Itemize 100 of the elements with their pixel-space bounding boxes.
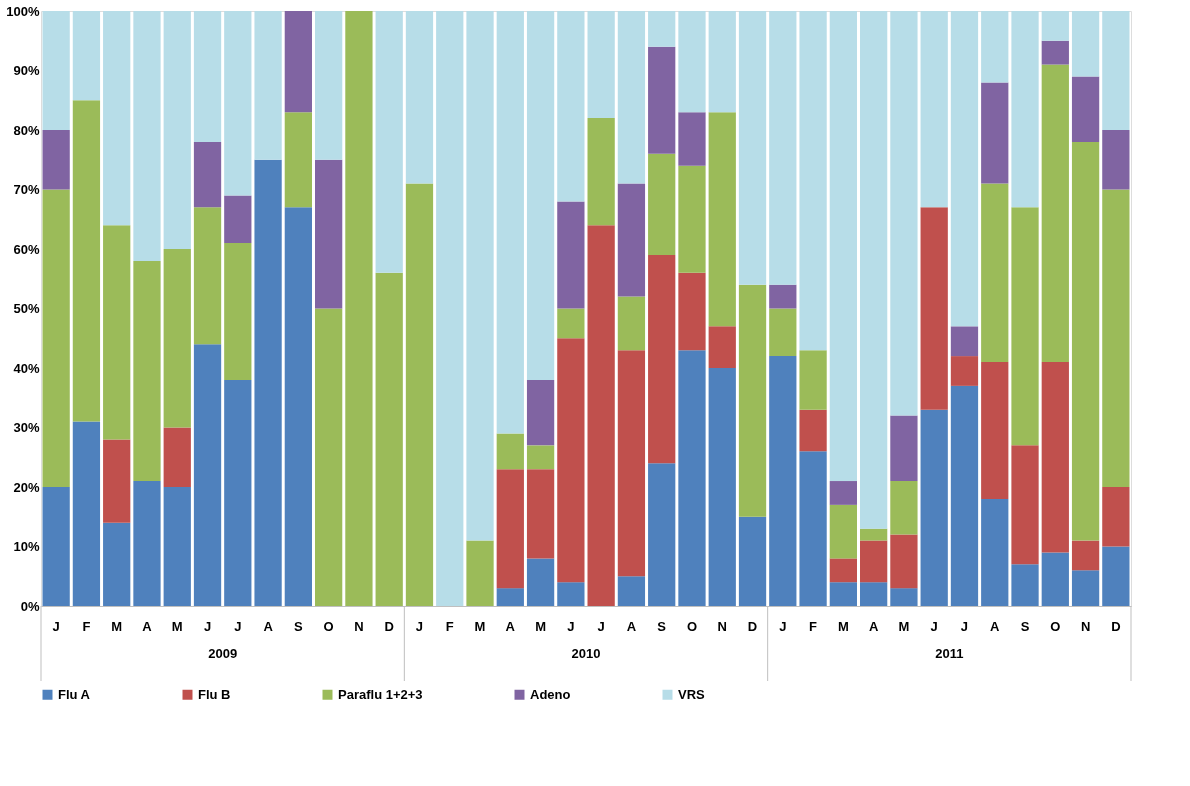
bar <box>1041 40 1069 65</box>
bar <box>829 558 857 583</box>
bar <box>799 451 827 606</box>
bar <box>799 11 827 351</box>
bar <box>950 11 979 327</box>
x-tick-label: M <box>898 618 910 634</box>
bar <box>1011 207 1039 446</box>
y-tick-label: 60% <box>13 241 40 257</box>
bar <box>133 481 161 606</box>
x-tick-label: J <box>930 618 938 634</box>
bar <box>708 368 736 606</box>
bar <box>738 516 767 606</box>
legend-label: Adeno <box>530 686 571 702</box>
x-tick-label: M <box>535 618 547 634</box>
bar <box>1041 362 1069 553</box>
bar <box>557 201 585 309</box>
bar <box>860 11 888 529</box>
bar <box>648 11 676 47</box>
bar <box>42 11 70 130</box>
bar <box>678 112 706 166</box>
bar <box>617 576 646 606</box>
y-tick-label: 20% <box>13 479 40 495</box>
bar <box>1071 11 1100 77</box>
bar <box>1011 11 1039 208</box>
x-tick-label: F <box>82 618 91 634</box>
x-tick-label: J <box>415 618 424 634</box>
x-tick-label: J <box>960 618 969 634</box>
bar <box>890 11 918 416</box>
bar <box>496 588 524 606</box>
legend-label: Paraflu 1+2+3 <box>338 686 423 702</box>
bar <box>769 308 797 357</box>
bar <box>799 350 827 410</box>
bar <box>405 11 434 184</box>
y-tick-label: 10% <box>13 539 40 554</box>
x-tick-label: S <box>657 618 667 634</box>
bar <box>708 326 736 368</box>
bar <box>496 433 524 470</box>
bar <box>1102 11 1130 130</box>
bar <box>315 11 343 160</box>
bar <box>769 284 797 309</box>
x-tick-label: D <box>1111 618 1121 634</box>
bar <box>678 11 706 113</box>
bar <box>557 338 585 583</box>
bar <box>1071 76 1100 142</box>
bar <box>193 207 222 345</box>
bar <box>890 588 918 606</box>
bar <box>920 11 948 208</box>
bar <box>557 308 585 339</box>
x-tick-label: O <box>323 618 334 634</box>
y-tick-label: 50% <box>13 301 40 316</box>
x-tick-label: N <box>717 618 727 634</box>
bar <box>496 469 524 589</box>
x-tick-label: M <box>474 618 486 634</box>
x-tick-label: S <box>1020 618 1030 634</box>
x-tick-label: J <box>52 618 60 634</box>
x-tick-label: A <box>142 618 153 634</box>
bar <box>1102 487 1130 547</box>
bar <box>769 11 797 285</box>
bar <box>42 189 70 487</box>
text: 2009 <box>208 646 238 661</box>
bar <box>829 582 857 606</box>
bar <box>738 11 767 285</box>
bar <box>648 153 676 255</box>
x-tick-label: F <box>445 618 454 634</box>
text: 2010 <box>571 646 601 661</box>
bar <box>648 46 676 154</box>
bar <box>890 481 918 535</box>
bar <box>587 118 615 226</box>
bar <box>1102 130 1130 190</box>
bar <box>103 11 131 226</box>
bar <box>72 100 101 422</box>
bar <box>315 308 343 606</box>
bar <box>678 350 706 606</box>
bar <box>133 260 161 482</box>
bar <box>950 356 979 386</box>
bar <box>587 225 615 606</box>
bar <box>920 207 948 410</box>
bar <box>1011 564 1039 606</box>
legend-label: Flu B <box>198 686 231 702</box>
bar <box>42 487 70 606</box>
x-tick-label: O <box>686 618 698 634</box>
bar <box>193 344 222 606</box>
y-tick-label: 90% <box>13 63 40 78</box>
x-tick-label: D <box>747 618 758 634</box>
bar <box>1071 540 1100 571</box>
x-tick-label: A <box>990 618 1001 634</box>
bar <box>950 385 979 606</box>
bar <box>224 243 252 380</box>
x-tick-label: J <box>567 618 575 634</box>
bar <box>526 379 555 446</box>
bar <box>254 159 282 606</box>
bar <box>284 11 312 113</box>
bar <box>890 534 918 589</box>
bar <box>769 356 797 606</box>
bar <box>163 487 191 606</box>
bar <box>1071 141 1100 541</box>
bar <box>1102 546 1130 606</box>
x-tick-label: J <box>234 618 242 634</box>
bar <box>526 445 555 470</box>
bar <box>315 159 343 309</box>
